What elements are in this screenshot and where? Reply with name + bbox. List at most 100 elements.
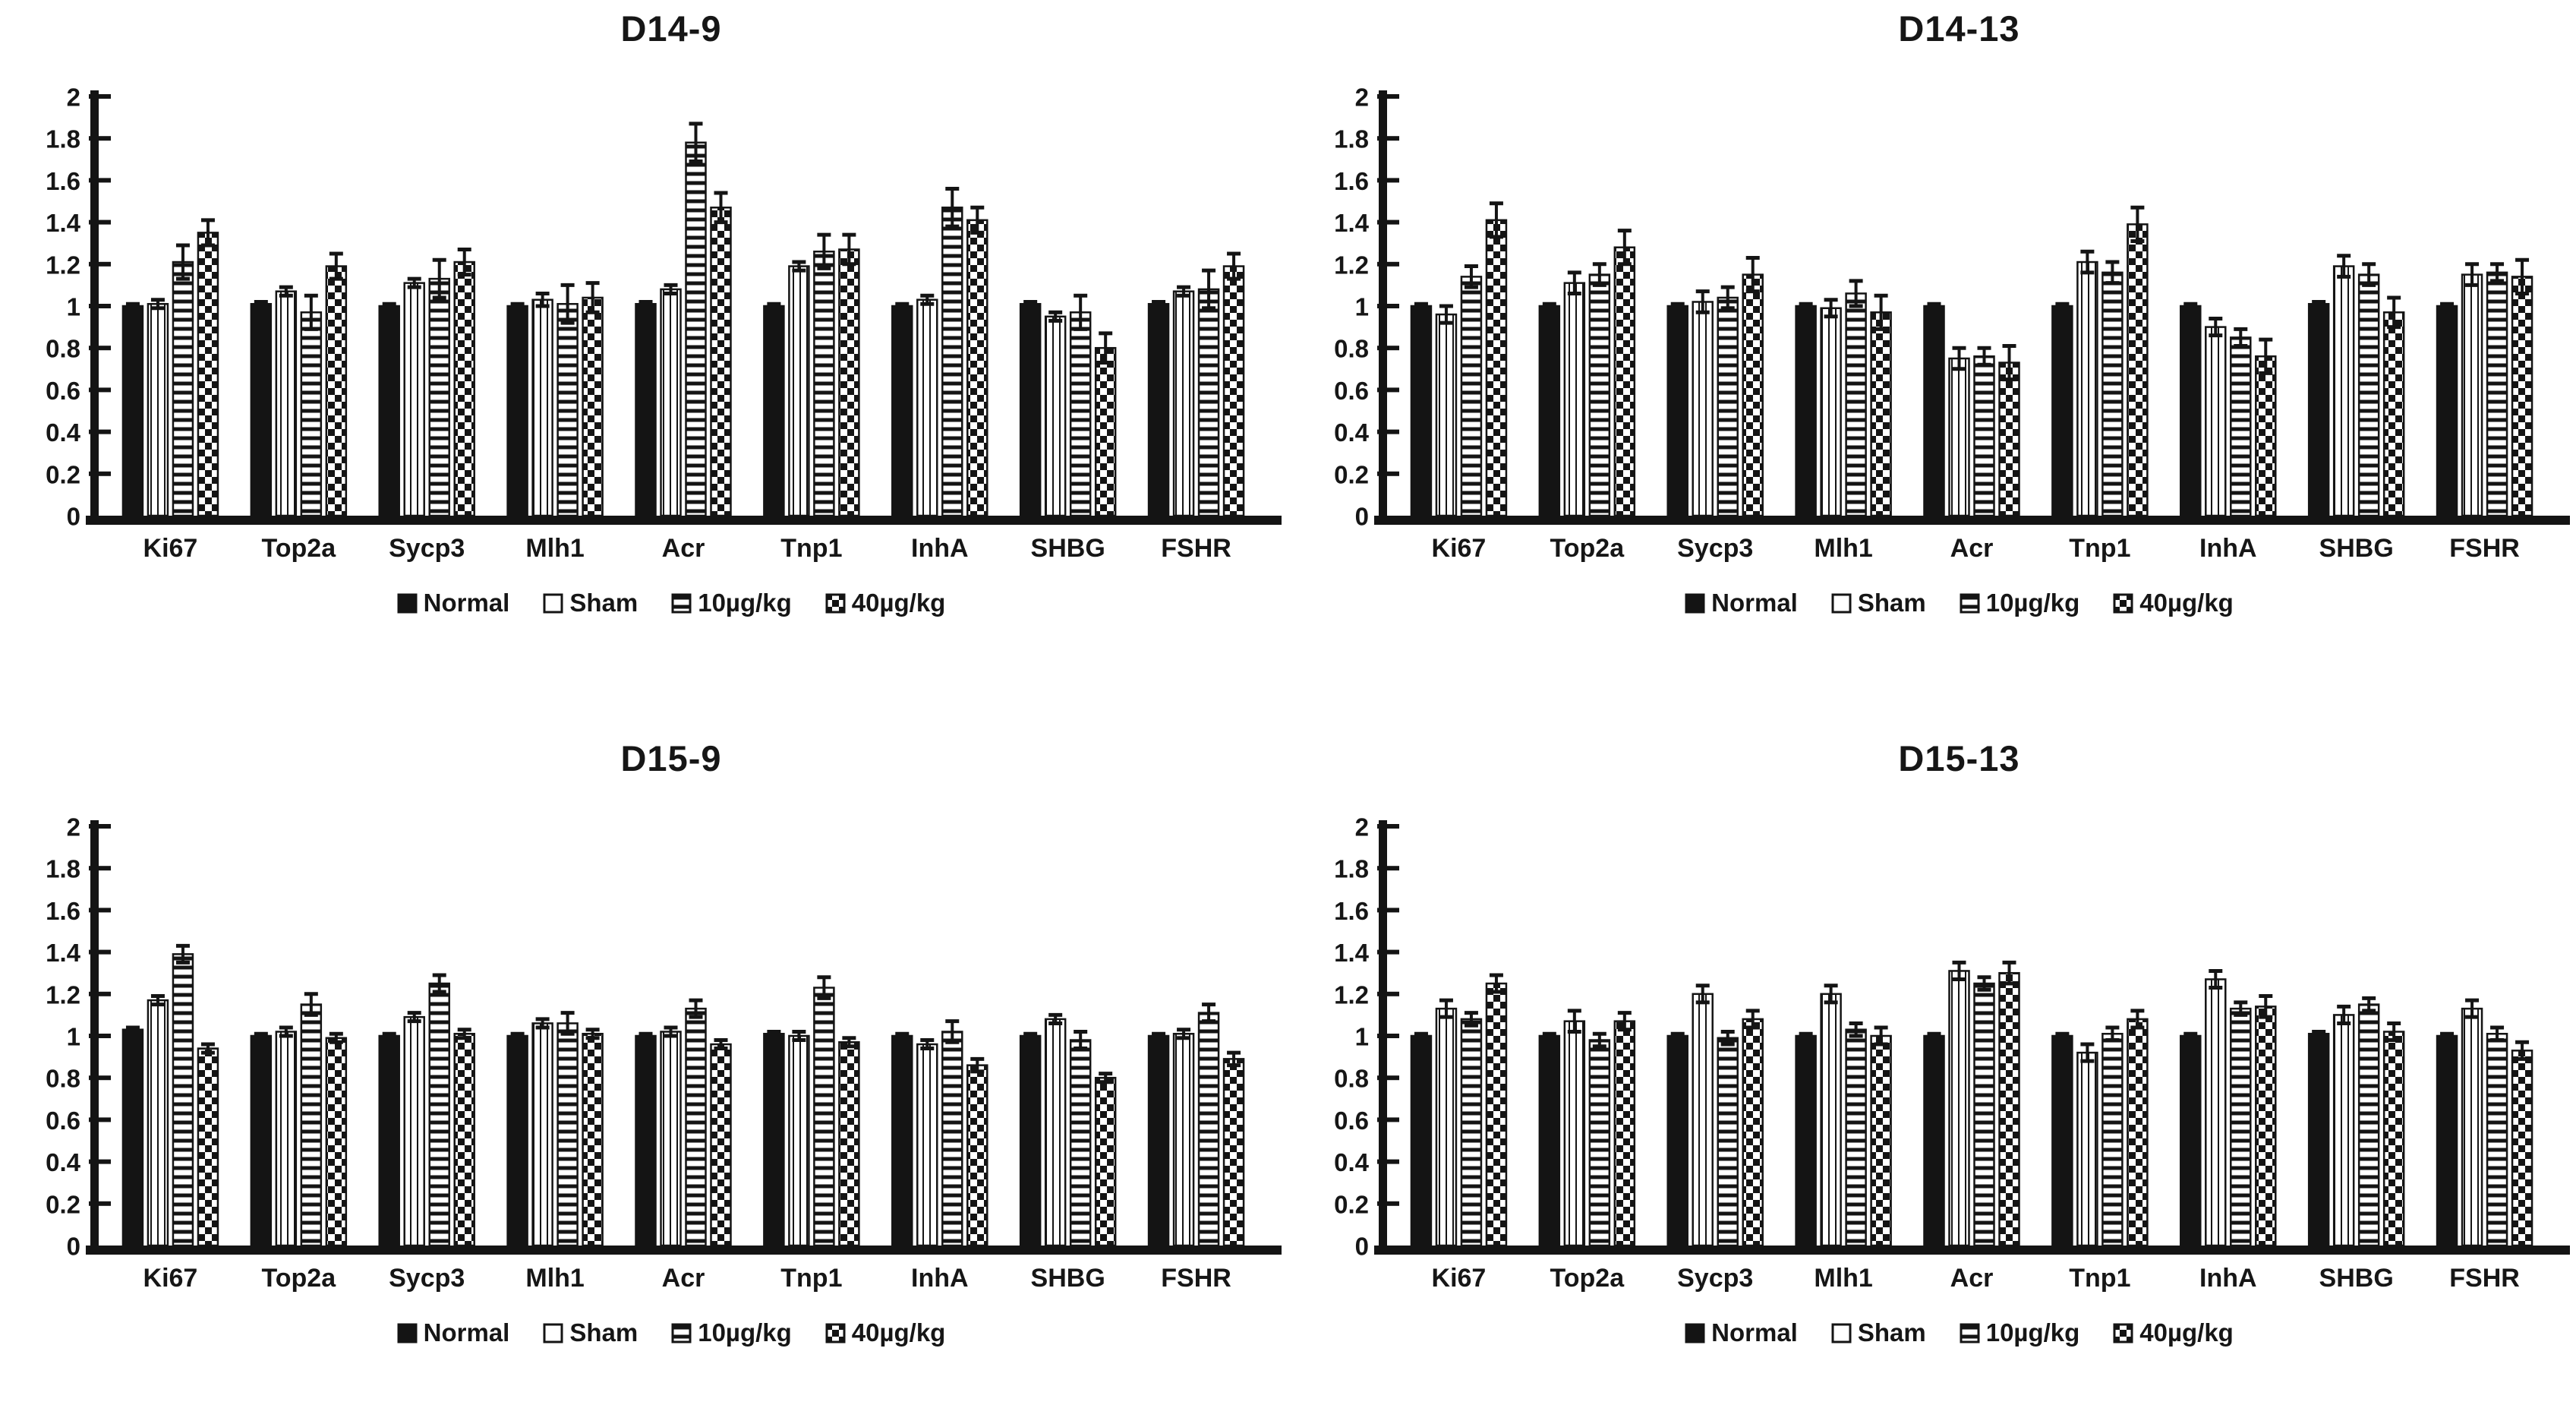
bar-10µg/kg: [1716, 1037, 1739, 1247]
bar-10µg/kg: [1197, 1012, 1220, 1247]
y-tick-label: 1: [1354, 293, 1368, 321]
bar-Normal: [121, 305, 144, 517]
category-label: SHBG: [1031, 534, 1105, 563]
legend-item-40µg/kg: 40µg/kg: [825, 1318, 945, 1347]
bar-Sham: [275, 1031, 298, 1247]
legend-item-Normal: Normal: [1685, 1318, 1798, 1347]
legend-label: Normal: [423, 589, 510, 617]
legend: Normal Sham 10µg/kg 40µg/kg: [0, 589, 1288, 617]
bar-Normal: [1538, 1034, 1560, 1247]
bar-Normal: [891, 305, 913, 517]
bar-Sham: [403, 282, 425, 517]
category-label: Mlh1: [525, 1264, 584, 1293]
y-tick-label: 1.2: [46, 251, 80, 279]
bar-Sham: [1563, 282, 1585, 517]
legend-swatch-solid-icon: [1685, 593, 1705, 613]
category-label: SHBG: [2319, 1264, 2393, 1293]
bar-40µg/kg: [2382, 311, 2404, 517]
panel-d14-13: D14-13 0 0.2 0.4 0.6 0.8 1 1.2 1.4 1.6 1.8 2 Ki67 To…: [1288, 0, 2576, 702]
bar-10µg/kg: [1844, 1028, 1867, 1247]
bar-Sham: [1691, 301, 1714, 517]
x-axis: [1373, 516, 2570, 525]
bar-40µg/kg: [1485, 982, 1507, 1247]
bar-10µg/kg: [2486, 1032, 2508, 1247]
bar-10µg/kg: [428, 277, 450, 517]
y-tick-label: 0: [1354, 503, 1368, 531]
bar-10µg/kg: [1588, 1039, 1610, 1247]
bar-10µg/kg: [2229, 1007, 2252, 1247]
y-tick: [1376, 136, 1399, 141]
bar-10µg/kg: [428, 982, 450, 1247]
bar-Normal: [2436, 1034, 2458, 1247]
x-axis: [86, 1246, 1282, 1255]
bar-Normal: [1410, 305, 1432, 517]
y-tick: [89, 824, 111, 829]
y-tick: [1376, 824, 1399, 829]
y-tick: [89, 949, 111, 955]
category-label: FSHR: [1161, 534, 1231, 563]
category-label: Ki67: [143, 1264, 198, 1293]
legend-swatch-checker-icon: [2113, 1323, 2133, 1343]
legend-label: Sham: [1857, 1318, 1926, 1347]
y-tick: [1376, 1201, 1399, 1206]
category-label: Ki67: [1431, 1264, 1486, 1293]
bar-Sham: [275, 290, 298, 517]
category-label: Sycp3: [1677, 1264, 1753, 1293]
panel-d14-9: D14-9 0 0.2 0.4 0.6 0.8 1 1.2 1.4 1.6 1.8 2 Ki67 Top…: [0, 0, 1288, 702]
bar-Normal: [1794, 1034, 1817, 1247]
y-tick-label: 1.4: [46, 939, 81, 967]
legend-item-Sham: Sham: [543, 1318, 638, 1347]
bar-40µg/kg: [1094, 1076, 1117, 1247]
bar-40µg/kg: [1613, 246, 1635, 517]
y-tick-label: 0.8: [46, 1065, 80, 1093]
y-tick: [1376, 429, 1399, 434]
bar-10µg/kg: [685, 1007, 707, 1247]
legend-swatch-checker-icon: [825, 1323, 846, 1343]
category-label: InhA: [911, 1264, 969, 1293]
legend-label: Sham: [569, 1318, 638, 1347]
legend-label: 10µg/kg: [1985, 1318, 2080, 1347]
bar-chart: 0 0.2 0.4 0.6 0.8 1 1.2 1.4 1.6 1.8 2 Ki67 Top2a Sycp…: [1334, 84, 2570, 563]
category-label: InhA: [911, 534, 969, 563]
y-tick: [89, 304, 111, 308]
bar-Sham: [147, 302, 169, 517]
y-tick-label: 2: [1354, 84, 1368, 112]
legend-label: 40µg/kg: [2139, 589, 2234, 617]
bar-40µg/kg: [582, 1032, 604, 1247]
bar-Normal: [1147, 1034, 1170, 1247]
bar-Sham: [2332, 265, 2354, 517]
bar-Normal: [506, 305, 528, 517]
bar-Sham: [1044, 315, 1067, 517]
bar-Sham: [403, 1015, 425, 1247]
bar-10µg/kg: [1716, 296, 1739, 517]
category-label: Tnp1: [2069, 1264, 2130, 1293]
legend-label: 10µg/kg: [698, 589, 792, 617]
chart-title: D14-9: [620, 8, 722, 49]
bar-40µg/kg: [1997, 971, 2020, 1247]
y-tick-label: 0.4: [46, 1148, 81, 1176]
bar-Sham: [1947, 970, 1970, 1247]
legend-swatch-hstripes-icon: [671, 1323, 692, 1343]
bar-10µg/kg: [557, 1022, 579, 1247]
bar-40µg/kg: [1741, 1018, 1764, 1247]
bar-10µg/kg: [1069, 1039, 1092, 1247]
bar-Sham: [2076, 260, 2098, 517]
bar-40µg/kg: [325, 265, 348, 517]
legend-item-10µg/kg: 10µg/kg: [671, 589, 792, 617]
category-label: SHBG: [2319, 534, 2393, 563]
y-tick-label: 0: [1354, 1233, 1368, 1261]
y-tick: [1376, 387, 1399, 393]
y-tick-label: 0.4: [46, 418, 81, 447]
legend-item-10µg/kg: 10µg/kg: [1960, 1318, 2080, 1347]
bar-10µg/kg: [1460, 1018, 1482, 1247]
y-tick: [1376, 991, 1399, 996]
category-label: Sycp3: [1677, 534, 1753, 563]
y-tick: [1376, 471, 1399, 476]
y-tick: [1376, 261, 1399, 267]
legend-item-Sham: Sham: [1831, 1318, 1926, 1347]
bar-Normal: [250, 1034, 273, 1247]
legend-swatch-hstripes-icon: [1960, 593, 1980, 613]
y-tick: [89, 178, 111, 183]
legend-label: 40µg/kg: [2139, 1318, 2234, 1347]
